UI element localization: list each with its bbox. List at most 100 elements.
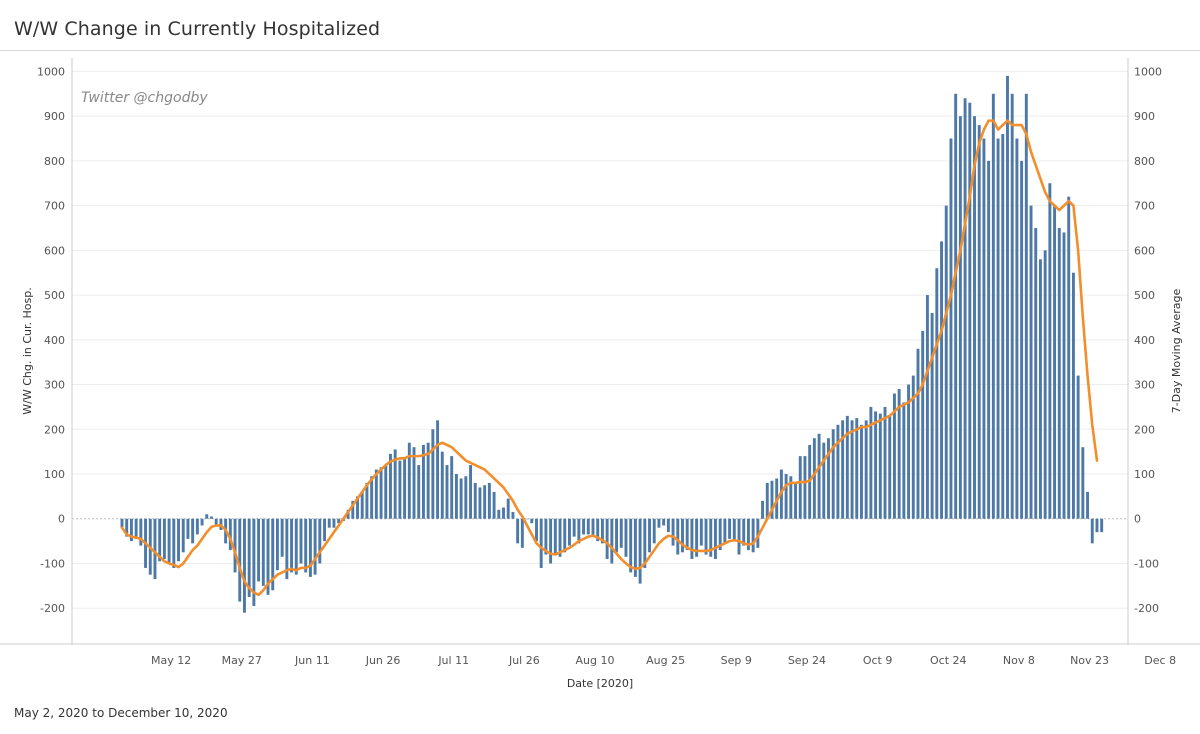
x-axis-label: Date [2020]: [567, 677, 633, 690]
bar: [831, 429, 835, 519]
bar: [643, 518, 647, 568]
x-tick-label: Jul 26: [508, 654, 540, 667]
bar: [318, 518, 322, 564]
y-tick-label-left: 1000: [37, 65, 65, 78]
bar: [892, 393, 896, 519]
bar: [125, 518, 129, 537]
bar: [681, 518, 684, 553]
y-tick-label-right: -100: [1134, 557, 1159, 570]
bar: [619, 518, 623, 548]
bar: [935, 268, 939, 519]
bar: [676, 518, 680, 555]
y-tick-label-right: 200: [1134, 423, 1155, 436]
bar: [1053, 205, 1057, 519]
x-tick-label: Nov 8: [1003, 654, 1035, 667]
bar: [266, 518, 270, 595]
bar: [459, 478, 463, 519]
bar: [563, 518, 567, 553]
bar: [784, 474, 788, 519]
bar: [436, 420, 440, 519]
bar: [403, 458, 407, 519]
bar: [996, 138, 1000, 519]
bar: [134, 518, 138, 539]
bar: [1010, 93, 1014, 519]
bar: [360, 491, 364, 519]
bar: [407, 442, 411, 519]
bar-series: [120, 75, 1104, 613]
bar: [162, 518, 166, 560]
bar: [487, 482, 491, 519]
bar: [558, 518, 562, 557]
bar: [850, 420, 854, 519]
bar: [374, 469, 378, 519]
bar: [586, 518, 590, 535]
y-axis-label-right: 7-Day Moving Average: [1170, 288, 1183, 413]
bar: [1095, 518, 1099, 533]
bar: [191, 518, 195, 544]
bar: [158, 518, 162, 562]
bar: [516, 518, 520, 544]
bar: [925, 295, 929, 519]
bar: [473, 482, 477, 519]
chart-title: W/W Change in Currently Hospitalized: [14, 18, 381, 40]
bar: [1081, 447, 1085, 519]
bar: [737, 518, 741, 555]
bar: [1071, 272, 1075, 519]
bar: [389, 453, 392, 519]
y-tick-label-left: 400: [44, 334, 65, 347]
bar: [181, 518, 185, 553]
bar: [398, 460, 402, 519]
y-tick-label-right: 100: [1134, 468, 1155, 481]
bar: [153, 518, 157, 580]
bar: [695, 518, 699, 557]
bar: [690, 518, 694, 560]
bar: [1100, 518, 1104, 533]
bar: [671, 518, 675, 546]
bar: [1015, 138, 1019, 519]
bar: [888, 415, 892, 519]
bar: [544, 518, 548, 555]
bar: [836, 424, 840, 519]
bar: [591, 518, 595, 537]
y-tick-label-right: 600: [1134, 244, 1155, 257]
bar: [384, 465, 388, 519]
x-tick-label: Aug 10: [576, 654, 615, 667]
y-tick-label-right: 700: [1134, 200, 1155, 213]
bar: [535, 518, 538, 542]
bar: [765, 482, 769, 519]
bar: [299, 518, 303, 564]
moving-average-series: [120, 119, 1099, 597]
bar: [327, 518, 331, 528]
bar: [789, 476, 793, 519]
bar: [502, 507, 505, 519]
bar: [356, 496, 359, 519]
bar: [539, 518, 543, 568]
bar: [977, 125, 981, 519]
bar: [685, 518, 689, 551]
x-tick-label: Sep 9: [721, 654, 752, 667]
bar: [506, 498, 510, 519]
bar: [596, 518, 600, 542]
bar: [940, 241, 943, 519]
bar: [290, 518, 294, 573]
bar: [464, 476, 468, 519]
bar: [652, 518, 656, 544]
bar: [370, 476, 374, 519]
bar: [469, 465, 472, 519]
bar: [323, 518, 326, 542]
bar: [454, 474, 458, 519]
y-tick-label-right: 300: [1134, 379, 1155, 392]
bar: [450, 456, 454, 519]
bar: [860, 424, 863, 519]
bar: [723, 518, 727, 544]
bar: [666, 518, 670, 533]
bar: [440, 451, 444, 519]
bar: [200, 518, 204, 526]
y-tick-label-right: 400: [1134, 334, 1155, 347]
bar: [629, 518, 633, 573]
bar: [478, 487, 482, 519]
bar: [930, 312, 934, 519]
y-tick-label-left: 300: [44, 379, 65, 392]
bar: [572, 518, 576, 537]
